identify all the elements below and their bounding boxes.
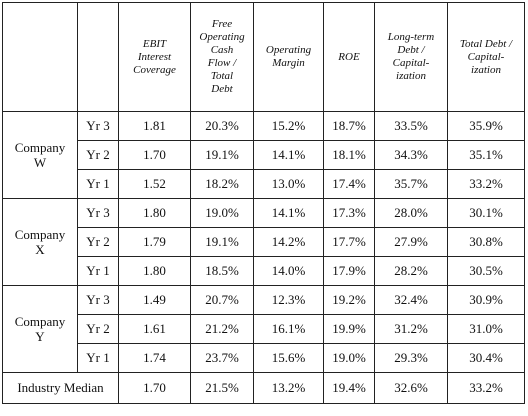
cell: 31.0%	[447, 314, 525, 344]
cell: 35.7%	[374, 169, 448, 199]
cell: 14.1%	[253, 198, 324, 228]
cell: 28.0%	[374, 198, 448, 228]
cell: 19.2%	[323, 285, 375, 315]
year-label: Yr 3	[77, 285, 119, 315]
cell: 30.1%	[447, 198, 525, 228]
cell: 35.9%	[447, 111, 525, 141]
cell: 1.80	[118, 198, 191, 228]
year-label: Yr 1	[77, 169, 119, 199]
data-row: Yr 2 1.79 19.1% 14.2% 17.7% 27.9% 30.8%	[3, 227, 525, 257]
cell: 1.52	[118, 169, 191, 199]
column-header: EBIT Interest Coverage	[118, 2, 191, 112]
cell: 32.4%	[374, 285, 448, 315]
cell: 33.2%	[447, 169, 525, 199]
cell: 28.2%	[374, 256, 448, 286]
data-row: Company Y Yr 3 1.49 20.7% 12.3% 19.2% 32.4% 30.…	[2, 285, 525, 373]
cell: 32.6%	[374, 372, 448, 404]
year-label: Yr 2	[77, 314, 119, 344]
cell: 13.0%	[253, 169, 324, 199]
cell: 35.1%	[447, 140, 525, 170]
cell: 21.2%	[190, 314, 254, 344]
data-row: Yr 1 1.52 18.2% 13.0% 17.4% 35.7% 33.2%	[3, 169, 525, 199]
year-label: Yr 3	[77, 111, 119, 141]
cell: 1.81	[118, 111, 191, 141]
data-row: Yr 1 1.74 23.7% 15.6% 19.0% 29.3% 30.4%	[3, 343, 525, 373]
cell: 30.5%	[447, 256, 525, 286]
cell: 1.49	[118, 285, 191, 315]
cell: 30.9%	[447, 285, 525, 315]
cell: 19.0%	[323, 343, 375, 373]
company-name: Company W	[2, 111, 78, 199]
company-name: Company Y	[2, 285, 78, 373]
cell: 18.1%	[323, 140, 375, 170]
data-row: Yr 2 1.61 21.2% 16.1% 19.9% 31.2% 31.0%	[3, 314, 525, 344]
cell: 1.80	[118, 256, 191, 286]
cell: 30.8%	[447, 227, 525, 257]
ratio-table: EBIT Interest Coverage Free Operating Cas…	[2, 2, 525, 404]
data-row: Yr 1 1.80 18.5% 14.0% 17.9% 28.2% 30.5%	[3, 256, 525, 286]
cell: 17.3%	[323, 198, 375, 228]
table-body: Company W Yr 3 1.81 20.3% 15.2% 18.7% 33.5% 35.…	[2, 111, 525, 404]
column-header: Operating Margin	[253, 2, 324, 112]
column-header: Free Operating Cash Flow / Total Debt	[190, 2, 254, 112]
cell: 31.2%	[374, 314, 448, 344]
year-label: Yr 3	[77, 198, 119, 228]
cell: 33.5%	[374, 111, 448, 141]
cell: 18.5%	[190, 256, 254, 286]
cell: 17.9%	[323, 256, 375, 286]
cell: 1.70	[118, 140, 191, 170]
cell: 14.1%	[253, 140, 324, 170]
year-label: Yr 2	[77, 227, 119, 257]
cell: 23.7%	[190, 343, 254, 373]
cell: 1.79	[118, 227, 191, 257]
cell: 17.7%	[323, 227, 375, 257]
cell: 18.7%	[323, 111, 375, 141]
cell: 20.3%	[190, 111, 254, 141]
cell: 33.2%	[447, 372, 525, 404]
cell: 30.4%	[447, 343, 525, 373]
cell: 19.4%	[323, 372, 375, 404]
cell: 13.2%	[253, 372, 324, 404]
cell: 1.74	[118, 343, 191, 373]
data-row: Yr 2 1.70 19.1% 14.1% 18.1% 34.3% 35.1%	[3, 140, 525, 170]
cell: 15.2%	[253, 111, 324, 141]
cell: 19.9%	[323, 314, 375, 344]
median-label: Industry Median	[2, 372, 119, 404]
header-row: EBIT Interest Coverage Free Operating Cas…	[2, 2, 525, 112]
column-header: Long-term Debt / Capital- ization	[374, 2, 448, 112]
median-row: Industry Median 1.70 21.5% 13.2% 19.4% 32.6% 3…	[2, 372, 525, 404]
year-label: Yr 1	[77, 256, 119, 286]
cell: 14.2%	[253, 227, 324, 257]
cell: 16.1%	[253, 314, 324, 344]
cell: 17.4%	[323, 169, 375, 199]
year-label: Yr 2	[77, 140, 119, 170]
cell: 20.7%	[190, 285, 254, 315]
cell: 15.6%	[253, 343, 324, 373]
company-name: Company X	[2, 198, 78, 286]
cell: 1.61	[118, 314, 191, 344]
cell: 29.3%	[374, 343, 448, 373]
cell: 12.3%	[253, 285, 324, 315]
data-row: Company X Yr 3 1.80 19.0% 14.1% 17.3% 28.0% 30.…	[2, 198, 525, 286]
cell: 19.1%	[190, 227, 254, 257]
cell: 19.1%	[190, 140, 254, 170]
column-header: Total Debt / Capital- ization	[447, 2, 525, 112]
blank-header	[77, 2, 119, 112]
data-row: Company W Yr 3 1.81 20.3% 15.2% 18.7% 33.5% 35.…	[2, 111, 525, 199]
year-label: Yr 1	[77, 343, 119, 373]
column-header: ROE	[323, 2, 375, 112]
cell: 19.0%	[190, 198, 254, 228]
cell: 21.5%	[190, 372, 254, 404]
cell: 1.70	[118, 372, 191, 404]
cell: 34.3%	[374, 140, 448, 170]
cell: 27.9%	[374, 227, 448, 257]
cell: 14.0%	[253, 256, 324, 286]
blank-header	[2, 2, 78, 112]
cell: 18.2%	[190, 169, 254, 199]
